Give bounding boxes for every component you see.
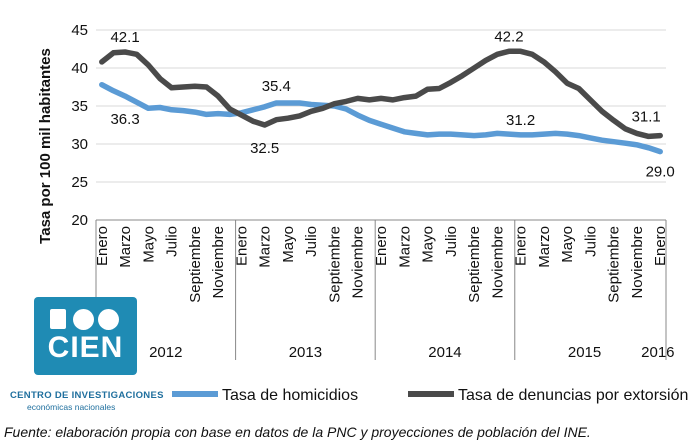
y-tick-label: 30 [71, 136, 88, 153]
org-name: CENTRO DE INVESTIGACIONES [10, 390, 164, 401]
data-label: 29.0 [646, 164, 675, 181]
x-tick-label: Enero [94, 226, 111, 266]
x-tick-label: Marzo [117, 226, 134, 268]
x-tick-label: Mayo [140, 226, 157, 263]
x-tick-label: Noviembre [489, 226, 506, 299]
legend: Tasa de homicidios Tasa de denuncias por … [172, 387, 688, 404]
data-label: 36.3 [110, 111, 139, 128]
y-tick-label: 40 [71, 60, 88, 77]
x-tick-label: Enero [373, 226, 390, 266]
gridlines [96, 29, 666, 183]
cien-logo: CIEN [34, 297, 137, 375]
series-line-extorsion [99, 48, 663, 140]
x-tick-label: Mayo [420, 226, 437, 263]
x-tick-label: Julio [582, 226, 599, 257]
x-tick-label: Septiembre [466, 226, 483, 303]
data-label: 35.4 [262, 78, 291, 95]
x-tick-label: Noviembre [210, 226, 227, 299]
data-labels: 42.1 36.3 35.4 32.5 42.2 31.2 31.1 29.0 [110, 28, 674, 180]
legend-label: Tasa de denuncias por extorsión [458, 387, 688, 404]
year-label: 2015 [568, 344, 601, 361]
x-tick-label: Noviembre [350, 226, 367, 299]
x-tick-label: Septiembre [326, 226, 343, 303]
series-line-homicidios [99, 81, 663, 155]
year-label: 2016 [641, 344, 674, 361]
x-tick-label: Noviembre [629, 226, 646, 299]
x-tick-label: Septiembre [187, 226, 204, 303]
x-tick-label: Septiembre [606, 226, 623, 303]
x-tick-label: Mayo [559, 226, 576, 263]
year-label: 2014 [428, 344, 461, 361]
x-tick-label: Julio [164, 226, 181, 257]
x-tick-label: Enero [652, 226, 669, 266]
y-tick-label: 20 [71, 212, 88, 229]
y-tick-label: 35 [71, 98, 88, 115]
x-axis: Enero Marzo Mayo Julio Septiembre Noviembre En… [94, 219, 675, 361]
logo-wordmark: CIEN [47, 331, 124, 364]
x-tick-label: Mayo [280, 226, 297, 263]
org-subtitle: económicas nacionales [27, 402, 116, 412]
x-tick-label: Enero [513, 226, 530, 266]
x-tick-label: Marzo [396, 226, 413, 268]
y-tick-label: 45 [71, 22, 88, 39]
data-label: 31.2 [506, 112, 535, 129]
data-label: 42.2 [494, 28, 523, 45]
year-label: 2013 [289, 344, 322, 361]
y-axis-label: Tasa por 100 mil habitantes [37, 48, 54, 244]
data-label: 42.1 [110, 29, 139, 46]
x-tick-label: Julio [303, 226, 320, 257]
source-note: Fuente: elaboración propia con base en d… [4, 424, 591, 440]
x-tick-label: Enero [233, 226, 250, 266]
series-lines [99, 48, 663, 155]
y-axis-ticks: 20 25 30 35 40 45 [71, 22, 88, 229]
x-tick-label: Julio [443, 226, 460, 257]
x-tick-label: Marzo [536, 226, 553, 268]
x-tick-label: Marzo [257, 226, 274, 268]
year-label: 2012 [149, 344, 182, 361]
data-label: 31.1 [632, 109, 661, 126]
legend-label: Tasa de homicidios [222, 387, 358, 404]
y-tick-label: 25 [71, 174, 88, 191]
data-label: 32.5 [250, 140, 279, 157]
